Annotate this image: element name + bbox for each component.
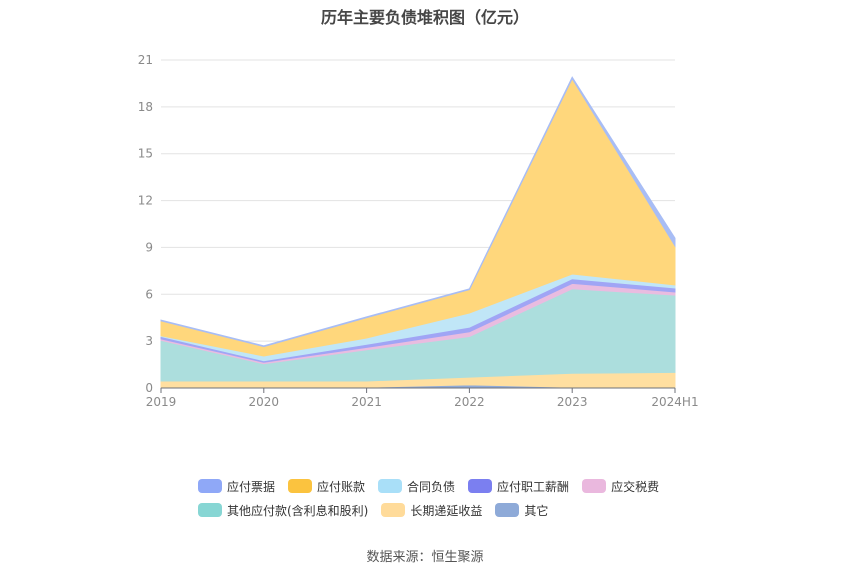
y-tick-label: 18	[138, 100, 153, 114]
x-tick-label: 2020	[249, 395, 280, 409]
legend-item[interactable]: 应付账款	[288, 478, 365, 495]
axes: 0 3 6 9 12 15 18 21 2019 2020 2021 2022 2023 2024H1	[138, 53, 699, 409]
legend-item[interactable]: 应付票据	[198, 478, 275, 495]
legend-label: 长期递延收益	[410, 503, 483, 518]
legend-swatch	[582, 479, 607, 493]
legend-item[interactable]: 其它	[495, 502, 548, 519]
legend-swatch	[378, 479, 403, 493]
legend-item[interactable]: 其他应付款(含利息和股利)	[198, 502, 368, 519]
y-tick-label: 15	[138, 147, 153, 161]
legend-label: 应付票据	[227, 479, 276, 494]
legend-label: 其它	[524, 503, 549, 518]
x-tick-label: 2024H1	[651, 395, 698, 409]
legend-label: 合同负债	[407, 479, 456, 494]
legend-row: 应付票据 应付账款 合同负债 应付职工薪酬 应交税费	[198, 474, 718, 498]
legend-swatch	[495, 503, 520, 517]
area-series	[160, 76, 676, 389]
y-tick-label: 0	[145, 381, 153, 395]
data-source-note: 数据来源：恒生聚源	[366, 550, 484, 565]
legend-item[interactable]: 合同负债	[378, 478, 455, 495]
area-7	[160, 76, 676, 348]
x-tick-label: 2023	[557, 395, 588, 409]
legend-swatch	[381, 503, 406, 517]
legend-label: 应交税费	[611, 479, 660, 494]
legend-swatch	[468, 479, 493, 493]
y-tick-label: 21	[138, 53, 153, 67]
y-tick-label: 9	[145, 240, 153, 254]
x-tick-label: 2021	[351, 395, 382, 409]
x-tick-label: 2022	[454, 395, 485, 409]
legend-label: 应付账款	[317, 479, 366, 494]
y-tick-label: 12	[138, 194, 153, 208]
legend-item[interactable]: 应付职工薪酬	[468, 478, 569, 495]
legend-swatch	[198, 479, 222, 493]
legend-swatch	[288, 479, 313, 493]
legend-swatch	[198, 503, 222, 517]
y-tick-label: 6	[145, 287, 153, 301]
stacked-area-chart: 0 3 6 9 12 15 18 21 2019 2020 2021 2022 2023 2024H1	[138, 53, 699, 409]
legend-item[interactable]: 应交税费	[582, 478, 659, 495]
legend-row: 其他应付款(含利息和股利) 长期递延收益 其它	[198, 498, 718, 522]
chart-title: 历年主要负债堆积图（亿元）	[320, 8, 529, 27]
y-tick-label: 3	[145, 334, 153, 348]
legend-item[interactable]: 长期递延收益	[381, 502, 482, 519]
legend-label: 应付职工薪酬	[497, 479, 570, 494]
legend-label: 其他应付款(含利息和股利)	[227, 503, 369, 518]
chart-legend: 应付票据 应付账款 合同负债 应付职工薪酬 应交税费 其他应付款(含利息和股利) 长期递延…	[198, 474, 718, 522]
x-tick-label: 2019	[146, 395, 177, 409]
